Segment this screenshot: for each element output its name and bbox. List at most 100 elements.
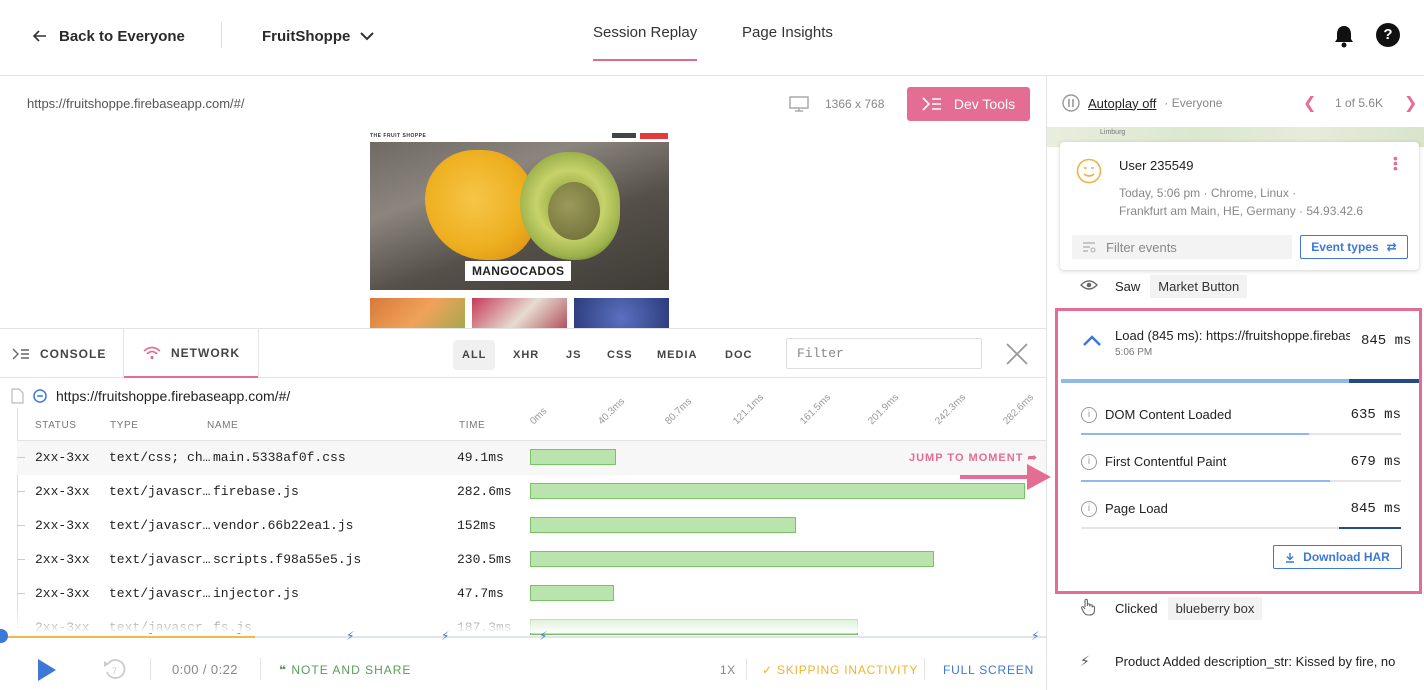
help-icon[interactable]: ? xyxy=(1376,23,1400,47)
product-thumb xyxy=(574,298,669,329)
user-name[interactable]: User 235549 xyxy=(1119,158,1194,173)
table-row[interactable]: 2xx-3xx text/javascr… injector.js 47.7ms xyxy=(17,577,1046,611)
tab-page-insights[interactable]: Page Insights xyxy=(742,24,833,41)
header-divider xyxy=(17,440,1046,441)
map-label: Limburg xyxy=(1100,129,1126,136)
tab-network[interactable]: NETWORK xyxy=(124,329,258,378)
note-and-share-button[interactable]: ❝ NOTE AND SHARE xyxy=(279,663,411,677)
cell-status: 2xx-3xx xyxy=(35,552,90,567)
waterfall-tick: 161.5ms xyxy=(798,392,834,427)
table-row[interactable]: 2xx-3xx text/javascr… firebase.js 282.6ms xyxy=(17,475,1046,509)
fullscreen-button[interactable]: FULL SCREEN xyxy=(943,663,1035,677)
bolt-icon[interactable]: ⚡ xyxy=(1031,629,1040,643)
play-icon[interactable] xyxy=(38,659,56,681)
col-time: TIME xyxy=(459,420,486,431)
mango-image xyxy=(425,150,535,260)
note-label: NOTE AND SHARE xyxy=(291,663,412,677)
product-thumb xyxy=(472,298,567,329)
cell-name: vendor.66b22ea1.js xyxy=(213,518,354,533)
event-verb: Clicked xyxy=(1115,600,1158,616)
timeline-track[interactable] xyxy=(0,636,1046,638)
cell-type: text/javascr… xyxy=(109,586,211,601)
bolt-icon[interactable]: ⚡ xyxy=(441,629,450,643)
bolt-icon: ⚡ xyxy=(1080,652,1090,669)
info-icon[interactable]: i xyxy=(1081,501,1097,517)
tree-tick xyxy=(17,491,25,492)
chevron-left-icon[interactable]: ❮ xyxy=(1303,95,1317,112)
cell-name: main.5338af0f.css xyxy=(213,450,346,465)
speed-button[interactable]: 1X xyxy=(720,663,736,677)
table-row[interactable]: 2xx-3xx text/css; ch… main.5338af0f.css 49.… xyxy=(17,441,1046,475)
bolt-icon[interactable]: ⚡ xyxy=(346,629,355,643)
info-icon[interactable]: i xyxy=(1081,454,1097,470)
event-types-button[interactable]: Event types ⇄ xyxy=(1300,235,1408,259)
load-metric: i First Contentful Paint 679 ms xyxy=(1081,452,1401,488)
waterfall-bar xyxy=(530,449,616,465)
metric-label: DOM Content Loaded xyxy=(1105,407,1232,422)
cell-status: 2xx-3xx xyxy=(35,450,90,465)
nav-divider xyxy=(221,22,222,48)
filter-js[interactable]: JS xyxy=(566,349,582,361)
product-thumb xyxy=(370,298,465,329)
playback-time: 0:00 / 0:22 xyxy=(172,662,238,677)
event-saw[interactable]: Saw Market Button xyxy=(1080,274,1248,298)
filter-xhr[interactable]: XHR xyxy=(513,349,540,361)
autoplay-label[interactable]: Autoplay off xyxy=(1088,95,1157,111)
jump-to-moment-button[interactable]: JUMP TO MOMENT ➦ xyxy=(909,451,1038,464)
cell-time: 282.6ms xyxy=(457,484,512,499)
event-clicked[interactable]: Clicked blueberry box xyxy=(1080,596,1263,620)
filter-list-icon xyxy=(1083,241,1096,252)
rewind-icon[interactable]: 7 xyxy=(102,656,128,682)
waterfall-bar xyxy=(530,517,796,533)
load-progress-bar-end xyxy=(1349,379,1419,383)
back-button[interactable]: Back to Everyone xyxy=(33,25,185,47)
close-icon[interactable] xyxy=(1005,342,1029,366)
cell-type: text/javascr… xyxy=(109,518,211,533)
filter-events-input[interactable]: Filter events xyxy=(1072,235,1292,259)
back-label: Back to Everyone xyxy=(59,27,185,45)
col-type: TYPE xyxy=(110,420,139,431)
table-row[interactable]: 2xx-3xx text/javascr… vendor.66b22ea1.js 15… xyxy=(17,509,1046,543)
chevron-up-icon[interactable] xyxy=(1082,333,1102,347)
bolt-icon[interactable]: ⚡ xyxy=(539,629,548,643)
waterfall-bar xyxy=(530,551,934,567)
arrow-left-icon xyxy=(33,30,46,42)
smiley-avatar-icon xyxy=(1076,158,1102,184)
devtools-label: Dev Tools xyxy=(953,96,1016,112)
timeline-knob[interactable] xyxy=(0,629,8,643)
quote-icon: ❝ xyxy=(279,663,292,677)
load-timestamp: 5:06 PM xyxy=(1115,347,1153,358)
top-nav: Back to Everyone FruitShoppe Session Rep… xyxy=(0,0,1424,76)
bell-icon[interactable] xyxy=(1333,24,1355,48)
skip-inactivity-toggle[interactable]: ✓ SKIPPING INACTIVITY xyxy=(762,663,918,677)
filter-doc[interactable]: DOC xyxy=(725,349,753,361)
waterfall-tick: 40.3ms xyxy=(595,396,627,427)
event-product-added[interactable]: ⚡ Product Added description_str: Kissed … xyxy=(1080,649,1404,673)
filter-media[interactable]: MEDIA xyxy=(657,349,698,361)
table-row[interactable]: 2xx-3xx text/javascr… scripts.f98a55e5.js 2… xyxy=(17,543,1046,577)
control-divider xyxy=(150,658,151,680)
org-switcher[interactable]: FruitShoppe xyxy=(262,25,375,47)
minus-circle-icon[interactable] xyxy=(33,389,47,403)
hero-image: MANGOCADOS xyxy=(370,142,669,290)
info-icon[interactable]: i xyxy=(1081,407,1097,423)
autoplay-toggle[interactable]: Autoplay off · Everyone xyxy=(1062,94,1222,112)
network-filter-input[interactable]: Filter xyxy=(786,338,982,369)
autoplay-segment: · Everyone xyxy=(1164,96,1223,110)
jump-label: JUMP TO MOMENT xyxy=(909,452,1024,464)
devtools-button[interactable]: Dev Tools xyxy=(907,87,1030,121)
session-pager: 1 of 5.6K xyxy=(1335,96,1384,110)
player-controls: 7 0:00 / 0:22 ❝ NOTE AND SHARE 1X ✓ SKIP… xyxy=(0,646,1046,690)
tab-console[interactable]: CONSOLE xyxy=(12,329,106,378)
metric-value: 635 ms xyxy=(1350,407,1401,423)
tree-tick xyxy=(17,593,25,594)
waterfall-bar xyxy=(530,483,1025,499)
tab-session-replay[interactable]: Session Replay xyxy=(593,24,698,61)
chevron-right-icon[interactable]: ❯ xyxy=(1404,95,1418,112)
site-nav xyxy=(612,133,636,138)
more-options-icon[interactable]: • • • xyxy=(1393,150,1398,176)
control-divider xyxy=(260,658,261,680)
download-har-button[interactable]: Download HAR xyxy=(1273,545,1402,569)
filter-css[interactable]: CSS xyxy=(607,349,633,361)
filter-all[interactable]: ALL xyxy=(453,340,496,370)
